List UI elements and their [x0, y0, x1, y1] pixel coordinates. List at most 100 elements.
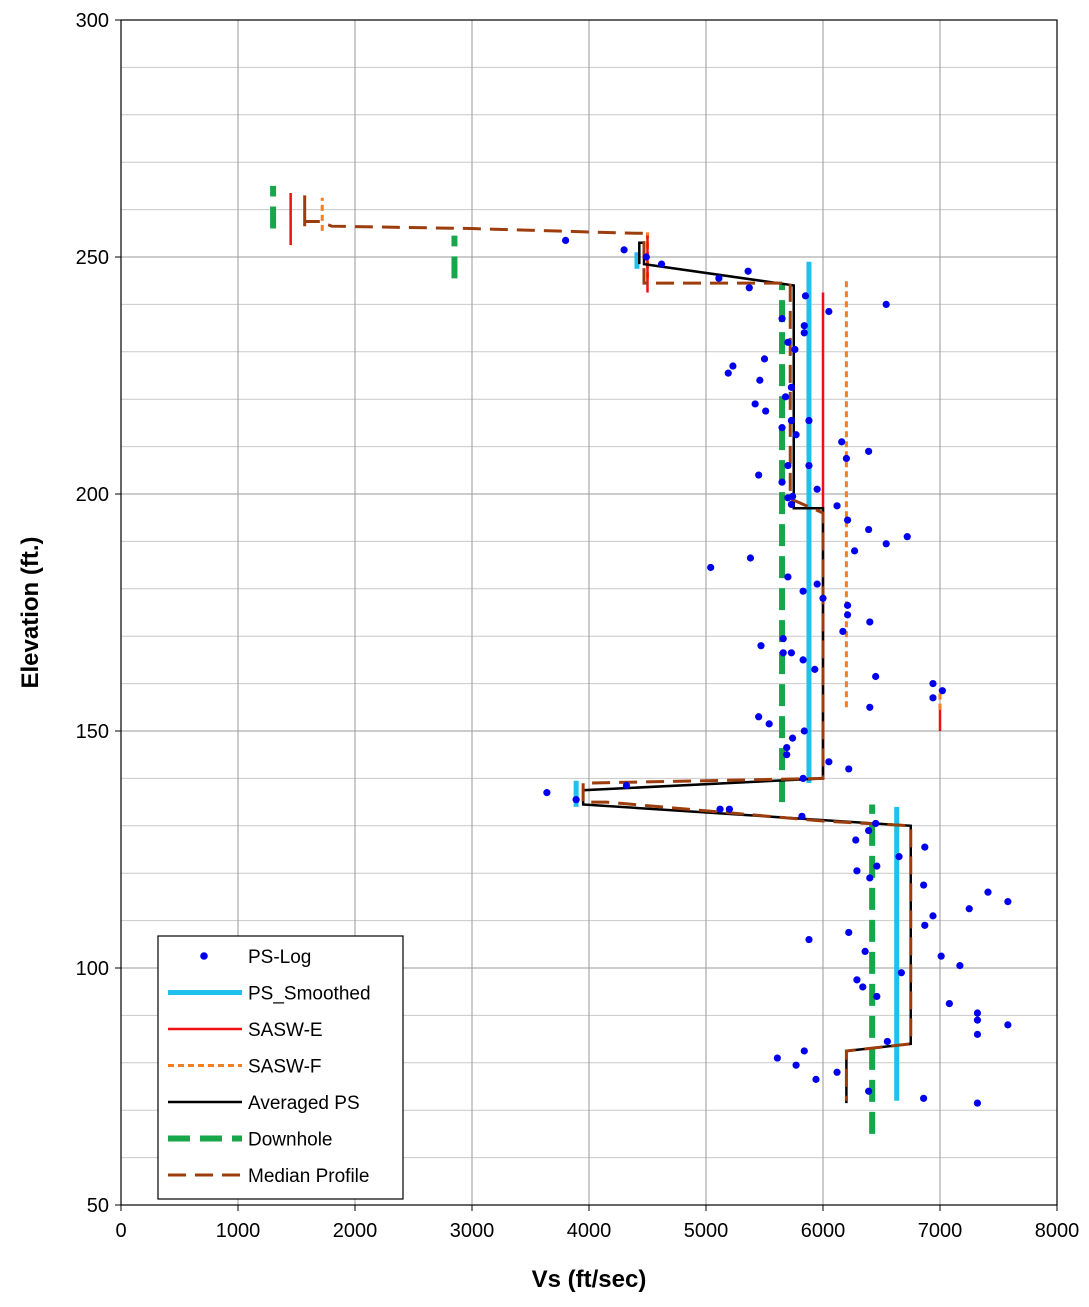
- data-point: [707, 563, 715, 572]
- data-point: [788, 492, 797, 500]
- data-point: [843, 611, 852, 619]
- data-point: [724, 369, 732, 377]
- data-point: [762, 407, 770, 415]
- data-point: [833, 1068, 841, 1076]
- data-point: [1004, 898, 1012, 906]
- data-point: [843, 601, 852, 609]
- data-point: [779, 649, 787, 657]
- x-tick-label: 3000: [450, 1220, 495, 1242]
- data-point: [839, 627, 847, 636]
- data-point: [973, 1009, 982, 1017]
- data-point: [825, 758, 833, 766]
- data-point: [956, 962, 964, 970]
- data-point: [751, 400, 759, 408]
- x-tick-label: 6000: [801, 1220, 846, 1242]
- data-point: [778, 424, 786, 432]
- data-point: [883, 1037, 891, 1046]
- x-tick-label: 0: [115, 1220, 126, 1242]
- data-point: [779, 634, 787, 643]
- legend-label: SASW-E: [248, 1020, 323, 1041]
- data-point: [813, 580, 821, 588]
- data-point: [757, 642, 765, 650]
- data-point: [945, 999, 953, 1008]
- data-point: [800, 1047, 808, 1055]
- data-point: [799, 587, 807, 595]
- legend-label: PS-Log: [248, 947, 311, 968]
- legend-label: PS_Smoothed: [248, 984, 371, 1005]
- data-point: [845, 928, 853, 937]
- data-point: [843, 516, 852, 524]
- legend: PS-Log PS_Smoothed SASW-E SASW-F Averaged PS…: [157, 935, 404, 1200]
- series-ps-log: [543, 236, 1012, 1107]
- x-tick-label: 1000: [216, 1220, 261, 1242]
- x-axis-ticks: 0 1000 2000 3000 4000 5000 6000 7000 8000: [115, 1205, 1079, 1242]
- data-point: [872, 672, 880, 681]
- data-point: [819, 594, 827, 602]
- data-point: [729, 362, 737, 370]
- data-point: [778, 478, 786, 486]
- data-point: [929, 694, 937, 702]
- data-point: [543, 789, 551, 797]
- data-point: [838, 438, 846, 446]
- data-point: [784, 338, 792, 346]
- data-point: [799, 656, 807, 664]
- data-point: [562, 236, 570, 245]
- data-point: [716, 805, 724, 813]
- data-point: [620, 246, 628, 254]
- legend-item-ps-log: PS-Log: [200, 947, 311, 968]
- legend-box: [157, 935, 404, 1200]
- data-point: [866, 874, 874, 882]
- data-point: [882, 540, 890, 548]
- data-point: [755, 471, 763, 479]
- data-point: [792, 1061, 800, 1069]
- data-point: [929, 912, 937, 920]
- data-point: [805, 416, 813, 425]
- data-point: [805, 935, 813, 944]
- data-point: [781, 393, 790, 401]
- data-point: [852, 836, 860, 844]
- data-point: [853, 867, 861, 875]
- data-point: [715, 274, 723, 282]
- data-point: [801, 292, 810, 300]
- series-downhole: [270, 185, 876, 1134]
- series-layer: [270, 185, 1012, 1134]
- data-point: [572, 796, 580, 804]
- legend-label: Median Profile: [248, 1166, 369, 1187]
- data-point: [882, 300, 890, 308]
- legend-label: SASW-F: [248, 1057, 322, 1078]
- data-point: [657, 260, 666, 268]
- data-point: [861, 947, 869, 956]
- data-point: [865, 1087, 873, 1095]
- data-point: [1004, 1021, 1012, 1029]
- legend-label: Averaged PS: [248, 1093, 360, 1114]
- data-point: [755, 713, 763, 721]
- x-tick-label: 4000: [567, 1220, 612, 1242]
- data-point: [760, 355, 769, 363]
- data-point: [853, 976, 861, 984]
- data-point: [813, 485, 821, 493]
- data-point: [788, 734, 797, 742]
- data-point: [805, 461, 813, 470]
- data-point: [800, 322, 808, 330]
- legend-item-sasw-f: SASW-F: [168, 1057, 322, 1078]
- data-point: [859, 983, 867, 991]
- data-point: [938, 687, 946, 695]
- legend-item-ps-smoothed: PS_Smoothed: [168, 984, 371, 1005]
- y-axis-ticks: 50 100 150 200 250 300: [76, 10, 121, 1217]
- x-tick-label: 7000: [918, 1220, 963, 1242]
- data-point: [800, 727, 808, 735]
- data-point: [845, 765, 853, 773]
- data-point: [921, 921, 929, 929]
- data-point: [622, 781, 631, 790]
- data-point: [984, 888, 992, 896]
- data-point: [642, 253, 650, 261]
- data-point: [865, 525, 873, 534]
- y-axis-title: Elevation (ft.): [17, 536, 44, 688]
- data-point: [799, 774, 807, 783]
- legend-item-sasw-e: SASW-E: [168, 1020, 323, 1041]
- data-point: [783, 743, 791, 752]
- data-point: [783, 751, 791, 759]
- data-point: [973, 1030, 982, 1038]
- data-point: [791, 345, 799, 354]
